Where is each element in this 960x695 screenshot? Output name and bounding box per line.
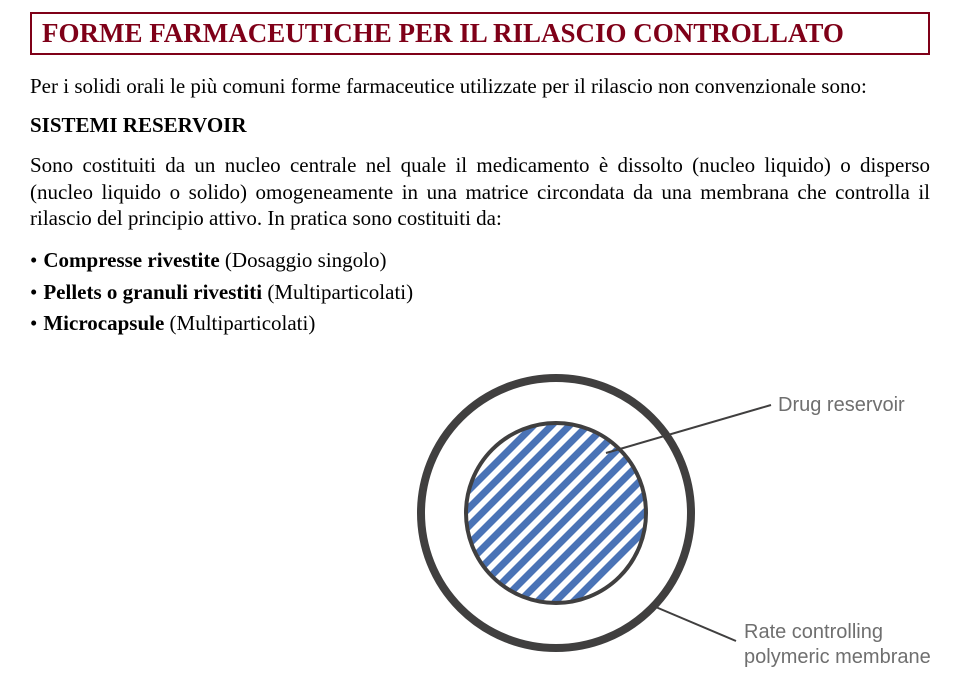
bullet-rest: (Multiparticolati)	[164, 311, 315, 335]
label-drug-reservoir: Drug reservoir	[778, 394, 905, 416]
label-membrane-line2: polymeric membrane	[744, 646, 931, 668]
reservoir-diagram: Drug reservoir Rate controlling polymeri…	[376, 353, 936, 683]
label-membrane-line1: Rate controlling	[744, 621, 883, 643]
list-item: Pellets o granuli rivestiti (Multipartic…	[30, 277, 930, 309]
bullet-label: Compresse rivestite	[43, 248, 219, 272]
page-title: FORME FARMACEUTICHE PER IL RILASCIO CONT…	[42, 18, 918, 49]
bullet-list: Compresse rivestite (Dosaggio singolo) P…	[30, 245, 930, 340]
list-item: Microcapsule (Multiparticolati)	[30, 308, 930, 340]
bullet-rest: (Dosaggio singolo)	[220, 248, 387, 272]
leader-line-membrane	[651, 605, 736, 641]
title-box: FORME FARMACEUTICHE PER IL RILASCIO CONT…	[30, 12, 930, 55]
system-name: SISTEMI RESERVOIR	[30, 113, 930, 138]
bullet-rest: (Multiparticolati)	[262, 280, 413, 304]
intro-paragraph: Per i solidi orali le più comuni forme f…	[30, 73, 930, 99]
bullet-label: Pellets o granuli rivestiti	[43, 280, 262, 304]
description-paragraph: Sono costituiti da un nucleo centrale ne…	[30, 152, 930, 231]
list-item: Compresse rivestite (Dosaggio singolo)	[30, 245, 930, 277]
bullet-label: Microcapsule	[43, 311, 164, 335]
